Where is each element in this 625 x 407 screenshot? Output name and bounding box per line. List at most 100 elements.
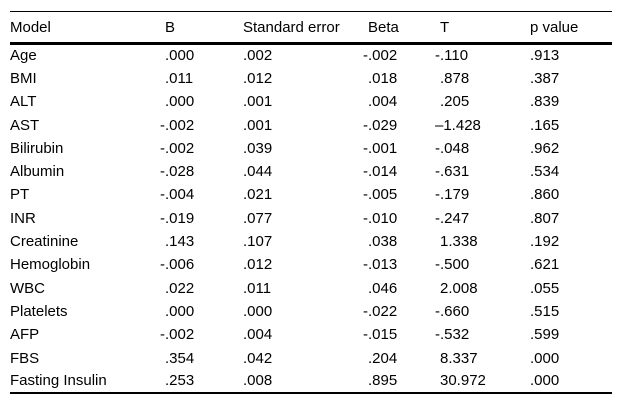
cell-p: .807 — [530, 209, 560, 227]
cell-se: .021 — [243, 186, 273, 204]
table-row: BMI .011 .012 .018 .878 .387 — [10, 67, 612, 90]
cell-beta: -.013 — [363, 256, 398, 274]
cell-t: 30.972 — [440, 372, 486, 390]
cell-t: -.631 — [435, 163, 470, 181]
row-label: WBC — [10, 279, 45, 297]
cell-se: .001 — [243, 93, 273, 111]
table-row: Fasting Insulin .253 .008 .895 30.972 .000 — [10, 370, 612, 393]
cell-t: -.048 — [435, 139, 470, 157]
column-header-t: T — [440, 18, 450, 36]
cell-beta: .204 — [368, 349, 398, 367]
cell-se: .042 — [243, 349, 273, 367]
cell-p: .000 — [530, 349, 560, 367]
cell-beta: -.002 — [363, 47, 398, 65]
cell-b: .000 — [165, 302, 195, 320]
cell-p: .387 — [530, 69, 560, 87]
cell-beta: -.010 — [363, 209, 398, 227]
cell-t: -.532 — [435, 326, 470, 344]
cell-b: .253 — [165, 372, 195, 390]
cell-se: .004 — [243, 326, 273, 344]
cell-se: .000 — [243, 302, 273, 320]
column-header-model: Model — [10, 18, 51, 36]
cell-b: .022 — [165, 279, 195, 297]
table-row: Albumin -.028 .044 -.014 -.631 .534 — [10, 160, 612, 183]
row-label: Hemoglobin — [10, 256, 91, 274]
row-label: Fasting Insulin — [10, 372, 107, 390]
cell-p: .055 — [530, 279, 560, 297]
cell-se: .001 — [243, 116, 273, 134]
cell-t: 2.008 — [440, 279, 478, 297]
column-header-b: B — [165, 18, 176, 36]
table-row: Age .000 .002 -.002 -.110 .913 — [10, 44, 612, 67]
row-label: Bilirubin — [10, 139, 64, 157]
row-label: Creatinine — [10, 233, 79, 251]
cell-p: .000 — [530, 372, 560, 390]
row-label: Age — [10, 47, 37, 65]
cell-b: -.028 — [160, 163, 195, 181]
cell-se: .012 — [243, 256, 273, 274]
cell-beta: -.029 — [363, 116, 398, 134]
table-row: FBS .354 .042 .204 8.337 .000 — [10, 346, 612, 369]
cell-t: -.500 — [435, 256, 470, 274]
cell-se: .008 — [243, 372, 273, 390]
cell-se: .012 — [243, 69, 273, 87]
cell-b: .011 — [165, 69, 194, 87]
row-label: Albumin — [10, 163, 65, 181]
cell-se: .011 — [243, 279, 272, 297]
cell-se: .077 — [243, 209, 273, 227]
cell-b: .000 — [165, 93, 195, 111]
table-row: AST -.002 .001 -.029 –1.428 .165 — [10, 113, 612, 136]
column-header-p: p value — [530, 18, 579, 36]
cell-t: -.179 — [435, 186, 470, 204]
column-header-se: Standard error — [243, 18, 340, 36]
cell-se: .002 — [243, 47, 273, 65]
table-row: Bilirubin -.002 .039 -.001 -.048 .962 — [10, 137, 612, 160]
cell-beta: -.005 — [363, 186, 398, 204]
table-body: Age .000 .002 -.002 -.110 .913 BMI .011 .012 .018… — [10, 44, 612, 393]
table-row: WBC .022 .011 .046 2.008 .055 — [10, 276, 612, 299]
cell-b: -.004 — [160, 186, 195, 204]
cell-b: -.006 — [160, 256, 195, 274]
cell-t: -.110 — [435, 47, 469, 65]
cell-beta: -.015 — [363, 326, 398, 344]
table-row: PT -.004 .021 -.005 -.179 .860 — [10, 183, 612, 206]
cell-p: .962 — [530, 139, 560, 157]
cell-p: .534 — [530, 163, 560, 181]
cell-beta: .046 — [368, 279, 398, 297]
table-row: INR -.019 .077 -.010 -.247 .807 — [10, 207, 612, 230]
cell-p: .860 — [530, 186, 560, 204]
table-row: Creatinine .143 .107 .038 1.338 .192 — [10, 230, 612, 253]
cell-se: .044 — [243, 163, 273, 181]
cell-beta: -.022 — [363, 302, 398, 320]
table-row: Hemoglobin -.006 .012 -.013 -.500 .621 — [10, 253, 612, 276]
cell-beta: .038 — [368, 233, 398, 251]
cell-b: -.002 — [160, 139, 195, 157]
cell-t: .878 — [440, 69, 470, 87]
cell-b: .143 — [165, 233, 195, 251]
cell-se: .039 — [243, 139, 273, 157]
cell-beta: .018 — [368, 69, 398, 87]
cell-t: –1.428 — [435, 116, 481, 134]
cell-p: .165 — [530, 116, 560, 134]
cell-b: -.002 — [160, 326, 195, 344]
cell-p: .913 — [530, 47, 560, 65]
cell-p: .839 — [530, 93, 560, 111]
cell-t: -.247 — [435, 209, 470, 227]
cell-t: 1.338 — [440, 233, 478, 251]
cell-t: 8.337 — [440, 349, 478, 367]
cell-b: -.019 — [160, 209, 195, 227]
row-label: Platelets — [10, 302, 68, 320]
cell-b: -.002 — [160, 116, 195, 134]
table-row: AFP -.002 .004 -.015 -.532 .599 — [10, 323, 612, 346]
row-label: PT — [10, 186, 30, 204]
row-label: BMI — [10, 69, 37, 87]
row-label: FBS — [10, 349, 40, 367]
cell-p: .192 — [530, 233, 560, 251]
row-label: AST — [10, 116, 40, 134]
table-row: ALT .000 .001 .004 .205 .839 — [10, 90, 612, 113]
cell-beta: .895 — [368, 372, 398, 390]
